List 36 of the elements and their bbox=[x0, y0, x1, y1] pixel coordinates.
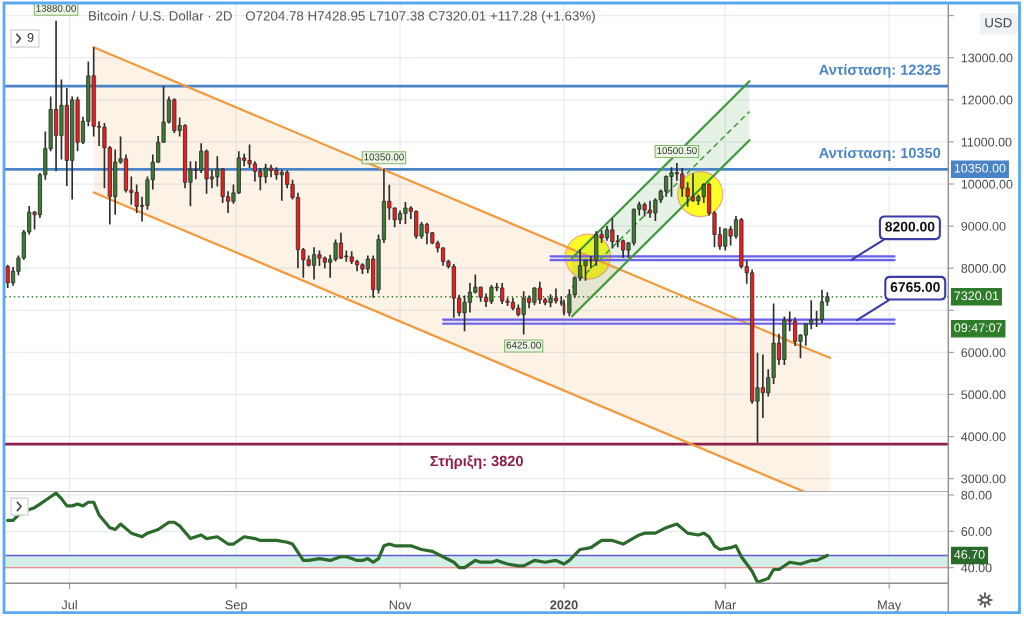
y-tick-label: 9000.00 bbox=[961, 221, 1006, 231]
annotation: 10350.00 bbox=[364, 153, 404, 161]
x-tick-label: May bbox=[878, 600, 902, 612]
y-tick-label: 12000.00 bbox=[961, 95, 1013, 105]
y-tick-label: 11000.00 bbox=[961, 137, 1012, 147]
annotation: 46.70 bbox=[954, 550, 985, 559]
text: 09:47:07 bbox=[954, 323, 1002, 333]
x-tick-label: Jul bbox=[61, 599, 77, 610]
ref-line-label: Αντίσταση: 12325 bbox=[819, 64, 941, 78]
ref-line-label: Αντίσταση: 10350 bbox=[819, 147, 941, 161]
annotation: 6425.00 bbox=[506, 341, 541, 349]
chart-title: Bitcoin / U.S. Dollar · 2D bbox=[89, 10, 232, 21]
text: O7204.78 H7428.95 L7107.38 C7320.01 +117.28 (+1.63%) bbox=[245, 10, 595, 24]
annotation: 13880.00 bbox=[36, 4, 76, 12]
y-tick-label: 13000.00 bbox=[961, 53, 1013, 63]
x-tick-label: 2020 bbox=[550, 600, 578, 610]
annotation: 10500.50 bbox=[657, 147, 697, 155]
annotation: 8200.00 bbox=[885, 221, 935, 232]
y-tick-label: 8000.00 bbox=[961, 263, 1006, 273]
y-axis-title: USD bbox=[985, 18, 1012, 28]
annotation: 9 bbox=[27, 33, 34, 42]
y-tick-label: 6000.00 bbox=[961, 348, 1006, 358]
annotation: 7320.01 bbox=[954, 291, 999, 301]
x-tick-label: Sep bbox=[225, 600, 247, 612]
y-tick-label: 60.00 bbox=[961, 527, 992, 536]
annotation: 6765.00 bbox=[890, 282, 940, 292]
annotation: 10350.00 bbox=[954, 163, 1006, 173]
y-tick-label: 5000.00 bbox=[961, 390, 1006, 400]
y-tick-label: 3000.00 bbox=[961, 474, 1006, 484]
y-tick-label: 10000.00 bbox=[961, 179, 1013, 189]
y-tick-label: 40.00 bbox=[961, 563, 992, 573]
y-tick-label: 80.00 bbox=[961, 490, 992, 500]
ref-line-label: Στήριξη: 3820 bbox=[430, 455, 523, 470]
y-tick-label: 4000.00 bbox=[961, 432, 1006, 442]
x-tick-label: Mar bbox=[715, 600, 737, 610]
x-tick-label: Nov bbox=[389, 600, 412, 610]
